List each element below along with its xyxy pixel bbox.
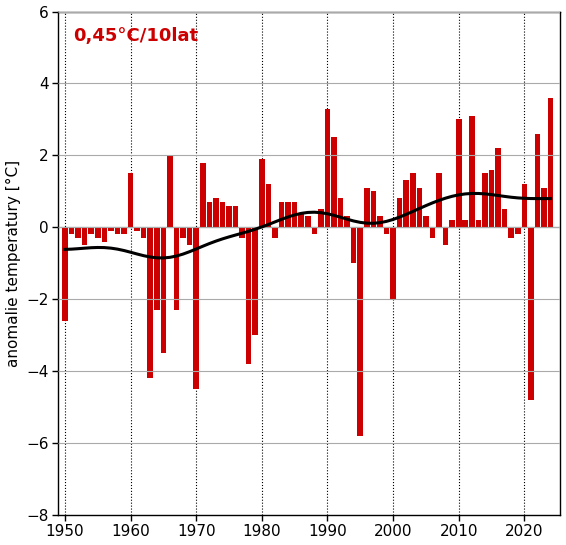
Bar [88, 227, 94, 234]
Bar [194, 227, 199, 389]
Bar [167, 155, 173, 227]
Bar [404, 180, 409, 227]
Bar [397, 198, 402, 227]
Bar [443, 227, 448, 245]
Bar [95, 227, 101, 238]
Bar [318, 209, 324, 227]
Bar [148, 227, 153, 378]
Bar [456, 119, 461, 227]
Bar [259, 159, 264, 227]
Text: 0,45°C/10lat: 0,45°C/10lat [74, 27, 199, 45]
Bar [488, 169, 494, 227]
Bar [311, 227, 317, 234]
Bar [305, 216, 311, 227]
Bar [292, 202, 297, 227]
Bar [344, 216, 350, 227]
Bar [128, 173, 134, 227]
Bar [233, 205, 238, 227]
Bar [82, 227, 87, 245]
Bar [377, 216, 383, 227]
Bar [325, 108, 330, 227]
Bar [410, 173, 415, 227]
Bar [252, 227, 258, 335]
Bar [213, 198, 218, 227]
Bar [285, 202, 291, 227]
Y-axis label: anomalie temperatury [°C]: anomalie temperatury [°C] [6, 160, 20, 367]
Bar [371, 191, 376, 227]
Bar [535, 134, 541, 227]
Bar [239, 227, 245, 238]
Bar [141, 227, 147, 238]
Bar [134, 227, 140, 231]
Bar [423, 216, 428, 227]
Bar [475, 220, 481, 227]
Bar [495, 148, 501, 227]
Bar [502, 209, 508, 227]
Bar [351, 227, 357, 263]
Bar [121, 227, 127, 234]
Bar [521, 184, 527, 227]
Bar [338, 198, 344, 227]
Bar [265, 184, 271, 227]
Bar [358, 227, 363, 435]
Bar [391, 227, 396, 299]
Bar [75, 227, 81, 238]
Bar [154, 227, 160, 310]
Bar [508, 227, 514, 238]
Bar [436, 173, 442, 227]
Bar [174, 227, 179, 310]
Bar [115, 227, 120, 234]
Bar [68, 227, 74, 234]
Bar [220, 202, 225, 227]
Bar [298, 213, 304, 227]
Bar [449, 220, 455, 227]
Bar [541, 187, 547, 227]
Bar [364, 187, 370, 227]
Bar [200, 162, 205, 227]
Bar [226, 205, 232, 227]
Bar [278, 202, 284, 227]
Bar [62, 227, 68, 320]
Bar [108, 227, 114, 231]
Bar [384, 227, 389, 234]
Bar [469, 116, 475, 227]
Bar [161, 227, 166, 353]
Bar [246, 227, 251, 364]
Bar [417, 187, 422, 227]
Bar [187, 227, 192, 245]
Bar [482, 173, 488, 227]
Bar [548, 98, 554, 227]
Bar [430, 227, 435, 238]
Bar [331, 137, 337, 227]
Bar [515, 227, 521, 234]
Bar [462, 220, 468, 227]
Bar [272, 227, 278, 238]
Bar [528, 227, 534, 399]
Bar [207, 202, 212, 227]
Bar [101, 227, 107, 241]
Bar [180, 227, 186, 238]
